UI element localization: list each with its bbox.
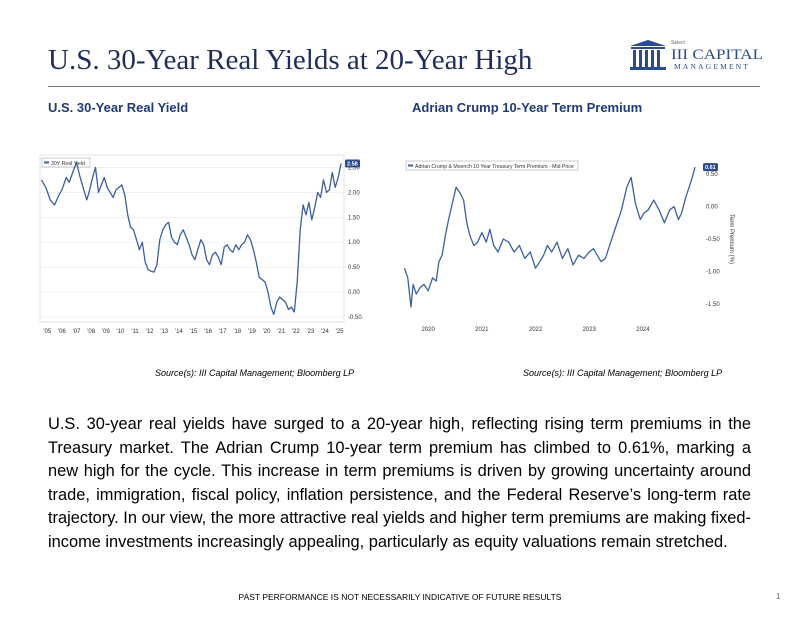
x-tick-label-18: '23	[306, 329, 314, 335]
logo-name: III CAPITAL	[671, 47, 763, 63]
disclaimer: PAST PERFORMANCE IS NOT NECESSARILY INDI…	[238, 592, 562, 602]
legend-box	[41, 157, 91, 168]
series-line-0	[403, 166, 696, 308]
x-tick-label-4: '09	[102, 329, 110, 335]
logo-prefix: Select	[671, 40, 686, 46]
x-tick-label-15: '20	[263, 329, 271, 335]
x-tick-label-16: '21	[277, 329, 285, 335]
real-yield-chart: 2.50 2.00 1.50 1.00 0.50 0.00 -0.50 '05 '06 '07 '0…	[39, 154, 362, 335]
x-tick-label-20: '25	[336, 329, 344, 335]
x-tick-label-13: '18	[233, 329, 241, 335]
plot-frame	[39, 154, 345, 323]
x-tick-label-14: '19	[248, 329, 256, 335]
company-logo: Select III CAPITAL MANAGEMENT	[630, 40, 763, 71]
last-value-label: 2.58	[347, 161, 358, 167]
x-tick-label-12: '17	[219, 329, 227, 335]
x-tick-label-17: '22	[292, 329, 300, 335]
last-value-badge	[345, 159, 360, 168]
x-tick-label-6: '11	[131, 329, 139, 335]
chart-2-source: Source(s): III Capital Management; Bloom…	[523, 368, 723, 378]
x-tick-label-4: 2024	[636, 327, 650, 333]
y-tick-label-2: -0.50	[706, 237, 720, 243]
y-tick-label-0: 0.50	[706, 172, 718, 178]
x-tick-label-0: 2020	[421, 327, 435, 333]
y-tick-label-4: -1.50	[706, 302, 720, 308]
legend-swatch	[408, 164, 413, 167]
x-tick-label-7: '12	[146, 329, 154, 335]
y-tick-label-5: 0.00	[348, 290, 360, 296]
chart-2-title: Adrian Crump 10-Year Term Premium	[412, 100, 643, 115]
y-axis-title: Term Premium (%)	[728, 214, 734, 264]
y-tick-label-2: 1.50	[348, 215, 360, 221]
commentary-paragraph: U.S. 30-year real yields have surged to …	[48, 415, 751, 551]
series-line-0	[40, 161, 342, 316]
last-value-label: 0.61	[705, 165, 716, 171]
x-tick-label-5: '10	[116, 329, 124, 335]
x-tick-label-2: 2022	[529, 327, 543, 333]
legend: Adrian Crump & Moench 10 Year Treasury T…	[405, 160, 579, 171]
page-title: U.S. 30-Year Real Yields at 20-Year High	[48, 44, 533, 76]
x-tick-label-8: '13	[160, 329, 168, 335]
x-tick-label-3: 2023	[583, 327, 597, 333]
x-tick-label-1: 2021	[475, 327, 489, 333]
y-tick-label-1: 2.00	[348, 190, 360, 196]
y-tick-label-1: 0.00	[706, 205, 718, 211]
legend-box	[405, 160, 579, 171]
page-number: 1	[776, 592, 781, 601]
x-tick-label-10: '15	[190, 329, 198, 335]
x-tick-label-2: '07	[73, 329, 81, 335]
last-value-badge	[703, 163, 718, 172]
x-tick-label-3: '08	[87, 329, 95, 335]
chart-1-source: Source(s): III Capital Management; Bloom…	[155, 368, 355, 378]
y-tick-label-3: -1.00	[706, 269, 720, 275]
legend-label: Adrian Crump & Moench 10 Year Treasury T…	[415, 164, 574, 170]
y-tick-label-4: 0.50	[348, 265, 360, 271]
x-tick-label-0: '05	[43, 329, 51, 335]
legend-label: 30Y Real Yield	[51, 161, 85, 167]
legend: 30Y Real Yield	[41, 157, 91, 168]
y-tick-label-3: 1.00	[348, 240, 360, 246]
columns-icon	[630, 40, 666, 70]
x-tick-label-11: '16	[204, 329, 212, 335]
chart-1-title: U.S. 30-Year Real Yield	[48, 100, 189, 115]
term-premium-chart: 0.50 0.00 -0.50 -1.00 -1.50 2020 2021 2022 2023 2…	[403, 160, 734, 333]
title-divider	[48, 86, 760, 87]
y-tick-label-0: 2.50	[348, 165, 360, 171]
y-tick-label-6: -0.50	[348, 315, 362, 321]
x-tick-label-19: '24	[321, 329, 329, 335]
x-tick-label-1: '06	[58, 329, 66, 335]
legend-swatch	[44, 161, 49, 164]
logo-sub: MANAGEMENT	[674, 62, 750, 71]
x-tick-label-9: '14	[175, 329, 183, 335]
